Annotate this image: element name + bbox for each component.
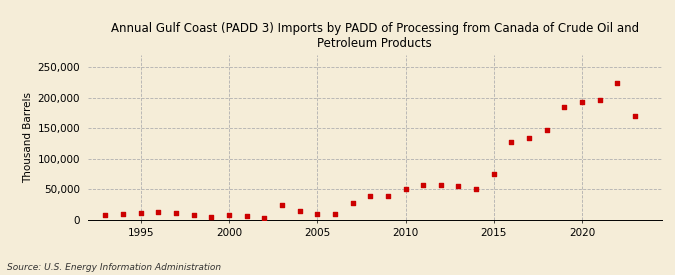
Point [630, 114, 641, 118]
Point [117, 212, 128, 216]
Point [223, 212, 234, 217]
Point [259, 216, 270, 220]
Point [171, 210, 182, 215]
Point [364, 193, 375, 198]
Point [135, 211, 146, 216]
Point [347, 201, 358, 205]
Point [612, 80, 623, 85]
Point [100, 213, 111, 217]
Point [241, 213, 252, 218]
Text: Source: U.S. Energy Information Administration: Source: U.S. Energy Information Administ… [7, 263, 221, 272]
Point [489, 172, 500, 176]
Point [188, 212, 199, 217]
Point [383, 193, 394, 198]
Point [153, 210, 164, 214]
Point [594, 98, 605, 102]
Point [418, 183, 429, 187]
Title: Annual Gulf Coast (PADD 3) Imports by PADD of Processing from Canada of Crude Oi: Annual Gulf Coast (PADD 3) Imports by PA… [111, 22, 639, 50]
Point [400, 187, 411, 192]
Point [576, 100, 587, 104]
Point [294, 209, 305, 213]
Point [277, 203, 288, 208]
Point [506, 140, 517, 145]
Point [470, 187, 481, 192]
Point [435, 183, 446, 187]
Point [206, 215, 217, 219]
Y-axis label: Thousand Barrels: Thousand Barrels [24, 92, 33, 183]
Point [312, 212, 323, 216]
Point [329, 212, 340, 216]
Point [559, 105, 570, 109]
Point [541, 128, 552, 132]
Point [453, 184, 464, 189]
Point [524, 135, 535, 140]
